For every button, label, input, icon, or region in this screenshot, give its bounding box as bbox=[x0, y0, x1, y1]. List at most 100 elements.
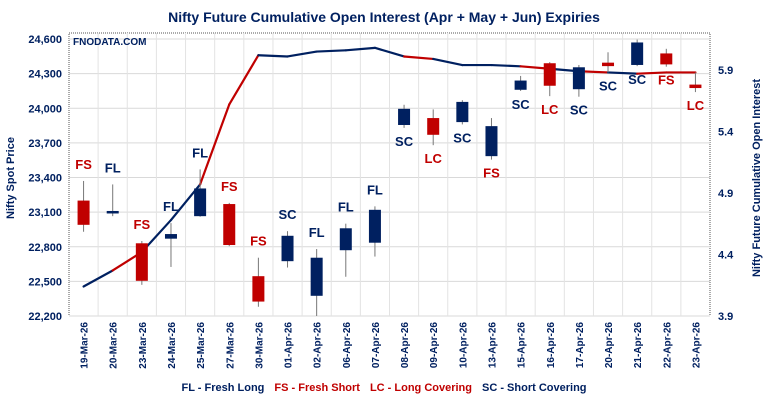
legend-sc: SC - Short Covering bbox=[482, 382, 587, 394]
candle-body bbox=[660, 53, 673, 65]
legend: FL - Fresh Long FS - Fresh Short LC - Long… bbox=[181, 382, 586, 394]
x-tick-label: 06-Apr-26 bbox=[342, 322, 353, 369]
candle-label: LC bbox=[541, 102, 559, 117]
oi-segment bbox=[606, 71, 639, 75]
candle-body bbox=[602, 62, 615, 67]
candle-label: FL bbox=[338, 200, 354, 215]
candle-body bbox=[252, 276, 265, 302]
candle-label: SC bbox=[278, 207, 297, 222]
candle-body bbox=[368, 209, 381, 243]
candle-label: SC bbox=[395, 134, 414, 149]
candle-body bbox=[135, 243, 148, 281]
x-tick-label: 15-Apr-26 bbox=[517, 322, 528, 369]
legend-lc: LC - Long Covering bbox=[370, 382, 472, 394]
candle-label: SC bbox=[570, 103, 589, 118]
y-tick-label: 23,700 bbox=[28, 138, 62, 150]
y-tick-label: 22,200 bbox=[28, 311, 62, 323]
candle-body bbox=[281, 235, 294, 262]
x-tick-label: 20-Mar-26 bbox=[109, 322, 120, 369]
y-tick-label: 22,500 bbox=[28, 276, 62, 288]
candle-label: FL bbox=[192, 145, 208, 160]
watermark: FNODATA.COM bbox=[73, 37, 147, 48]
candle-body bbox=[456, 101, 469, 123]
oi-segment bbox=[228, 54, 260, 106]
x-tick-label: 30-Mar-26 bbox=[254, 322, 265, 369]
legend-fs: FS - Fresh Short bbox=[274, 382, 360, 394]
candle-label: FS bbox=[221, 179, 238, 194]
candle-label: FS bbox=[483, 166, 500, 181]
x-tick-label: 09-Apr-26 bbox=[429, 322, 440, 369]
candle-body bbox=[689, 84, 702, 89]
legend-fl: FL - Fresh Long bbox=[181, 382, 264, 394]
oi-segment bbox=[490, 63, 522, 68]
candle-body bbox=[514, 80, 527, 90]
y2-axis-ticks: 3.9 4.4 4.9 5.4 5.9 bbox=[718, 65, 734, 323]
candle-label: LC bbox=[425, 151, 443, 166]
y-tick-label: 23,400 bbox=[28, 173, 62, 185]
oi-segment bbox=[315, 49, 347, 53]
oi-segment bbox=[373, 46, 406, 58]
candle-label: FS bbox=[658, 73, 675, 88]
candle-label: FL bbox=[367, 182, 383, 197]
chart-title: Nifty Future Cumulative Open Interest (A… bbox=[168, 9, 600, 25]
candle-label: FL bbox=[163, 199, 179, 214]
y-tick-label: 22,800 bbox=[28, 242, 62, 254]
y2-tick-label: 4.9 bbox=[718, 188, 733, 200]
oi-segment bbox=[286, 50, 318, 58]
oi-segment bbox=[199, 103, 231, 186]
x-tick-label: 21-Apr-26 bbox=[633, 322, 644, 369]
y-axis-ticks: 22,200 22,500 22,800 23,100 23,400 23,700 24,0… bbox=[28, 34, 62, 323]
x-tick-label: 19-Mar-26 bbox=[80, 322, 91, 369]
candle-label: SC bbox=[453, 130, 472, 145]
oi-segment bbox=[344, 46, 377, 52]
y-tick-label: 24,600 bbox=[28, 34, 62, 46]
candle-label: SC bbox=[628, 72, 647, 87]
oi-segment bbox=[402, 55, 435, 61]
y2-axis-label: Nifty Future Cumulative Open Interest bbox=[751, 79, 763, 277]
x-tick-label: 02-Apr-26 bbox=[313, 322, 324, 369]
candle-body bbox=[164, 234, 177, 239]
y-tick-label: 24,300 bbox=[28, 69, 62, 81]
candle-label: SC bbox=[599, 78, 618, 93]
x-tick-label: 17-Apr-26 bbox=[575, 322, 586, 369]
x-tick-label: 13-Apr-26 bbox=[487, 322, 498, 369]
candle-body bbox=[223, 204, 236, 246]
x-tick-label: 23-Mar-26 bbox=[138, 322, 149, 369]
candle-body bbox=[572, 67, 585, 90]
x-tick-label: 23-Apr-26 bbox=[691, 322, 702, 369]
x-tick-label: 01-Apr-26 bbox=[284, 322, 295, 369]
candle-body bbox=[485, 126, 498, 157]
x-tick-label: 10-Apr-26 bbox=[458, 322, 469, 369]
candle-body bbox=[106, 210, 119, 214]
candle-body bbox=[631, 42, 644, 65]
x-tick-label: 22-Apr-26 bbox=[662, 322, 673, 369]
y2-tick-label: 5.4 bbox=[718, 127, 734, 139]
x-tick-label: 16-Apr-26 bbox=[546, 322, 557, 369]
candle-label: FL bbox=[309, 225, 325, 240]
gridlines bbox=[69, 33, 710, 317]
oi-segment bbox=[636, 71, 668, 75]
y-tick-label: 23,100 bbox=[28, 207, 62, 219]
candle-body bbox=[398, 108, 411, 125]
candle-label: SC bbox=[512, 97, 531, 112]
candles: FS FL FS FL FL FS FS SC FL FL FL SC LC SC FS SC LC SC SC SC… bbox=[75, 39, 705, 316]
x-tick-label: 07-Apr-26 bbox=[371, 322, 382, 369]
candle-body bbox=[339, 228, 352, 251]
candle-label: FL bbox=[105, 160, 121, 175]
y-tick-label: 24,000 bbox=[28, 103, 62, 115]
y-axis-label: Nifty Spot Price bbox=[5, 137, 17, 219]
candle-label: FS bbox=[75, 157, 92, 172]
candle-body bbox=[310, 257, 323, 296]
x-tick-label: 08-Apr-26 bbox=[400, 322, 411, 369]
x-tick-label: 24-Mar-26 bbox=[167, 322, 178, 369]
candle-label: FS bbox=[134, 217, 151, 232]
candle-label: FS bbox=[250, 234, 267, 249]
x-tick-label: 27-Mar-26 bbox=[225, 322, 236, 369]
x-tick-label: 25-Mar-26 bbox=[196, 322, 207, 369]
x-axis-ticks: 19-Mar-26 20-Mar-26 23-Mar-26 24-Mar-26 25-M… bbox=[80, 322, 703, 369]
oi-segment bbox=[432, 57, 464, 67]
candle-body bbox=[77, 200, 90, 225]
y2-tick-label: 3.9 bbox=[718, 311, 733, 323]
candle-body bbox=[543, 63, 556, 86]
